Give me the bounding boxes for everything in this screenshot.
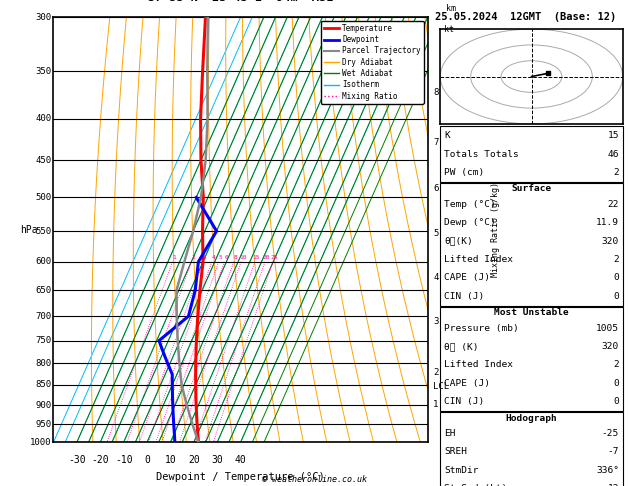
Text: 1: 1 [172,255,176,260]
Text: 4: 4 [433,274,438,282]
Text: -30: -30 [68,455,86,465]
Text: EH: EH [444,429,455,438]
Text: -20: -20 [91,455,109,465]
Text: Totals Totals: Totals Totals [444,150,519,158]
Text: 6: 6 [433,184,438,193]
Text: 37°53'N  23°43'E  94m  ASL: 37°53'N 23°43'E 94m ASL [148,0,333,4]
Text: 10: 10 [239,255,247,260]
Text: 2: 2 [613,168,619,177]
Text: 3: 3 [433,317,438,326]
Text: 550: 550 [35,226,51,236]
Text: Temp (°C): Temp (°C) [444,200,496,208]
Text: StmDir: StmDir [444,466,479,475]
Text: 6: 6 [224,255,228,260]
Text: © weatheronline.co.uk: © weatheronline.co.uk [262,474,367,484]
Text: Mixing Ratio (g/kg): Mixing Ratio (g/kg) [491,182,499,277]
Text: 1005: 1005 [596,324,619,332]
Text: 0: 0 [613,292,619,301]
Text: 750: 750 [35,336,51,345]
Text: 15: 15 [253,255,260,260]
Text: CIN (J): CIN (J) [444,398,484,406]
Text: 3: 3 [203,255,207,260]
Text: 500: 500 [35,193,51,202]
Text: 450: 450 [35,156,51,165]
Text: 350: 350 [35,67,51,76]
Text: 2: 2 [613,255,619,264]
Text: 20: 20 [188,455,199,465]
Text: 336°: 336° [596,466,619,475]
Text: 46: 46 [608,150,619,158]
Text: CIN (J): CIN (J) [444,292,484,301]
Text: 25.05.2024  12GMT  (Base: 12): 25.05.2024 12GMT (Base: 12) [435,12,616,22]
Text: θᴄ(K): θᴄ(K) [444,237,473,245]
Text: 850: 850 [35,381,51,389]
Text: 5: 5 [433,229,438,238]
Text: 650: 650 [35,286,51,295]
Text: θᴄ (K): θᴄ (K) [444,342,479,351]
Text: ASL: ASL [447,30,462,39]
Text: Lifted Index: Lifted Index [444,255,513,264]
Text: Dewp (°C): Dewp (°C) [444,218,496,227]
Text: 300: 300 [35,13,51,21]
Text: -25: -25 [602,429,619,438]
Text: 320: 320 [602,342,619,351]
Text: Pressure (mb): Pressure (mb) [444,324,519,332]
Text: 7: 7 [433,138,438,147]
Text: 320: 320 [602,237,619,245]
Text: 950: 950 [35,419,51,429]
Text: 2: 2 [191,255,195,260]
Text: 800: 800 [35,359,51,368]
Text: 0: 0 [144,455,150,465]
Text: -10: -10 [115,455,133,465]
Text: 900: 900 [35,400,51,410]
Text: 2: 2 [613,361,619,369]
Text: 2: 2 [433,368,438,377]
Text: 0: 0 [613,379,619,388]
Text: K: K [444,131,450,140]
Text: Dewpoint / Temperature (°C): Dewpoint / Temperature (°C) [156,472,325,482]
Text: 0: 0 [613,274,619,282]
Text: 15: 15 [608,131,619,140]
Text: 30: 30 [211,455,223,465]
Text: 20: 20 [263,255,270,260]
Text: CAPE (J): CAPE (J) [444,379,490,388]
Text: 0: 0 [613,398,619,406]
Text: LCL: LCL [433,382,450,391]
Text: SREH: SREH [444,448,467,456]
Text: Surface: Surface [511,184,552,193]
Text: 22: 22 [608,200,619,208]
Text: 11.9: 11.9 [596,218,619,227]
Text: 400: 400 [35,114,51,123]
Text: -7: -7 [608,448,619,456]
Text: CAPE (J): CAPE (J) [444,274,490,282]
Text: hPa: hPa [20,225,38,235]
Text: StmSpd (kt): StmSpd (kt) [444,485,508,486]
Legend: Temperature, Dewpoint, Parcel Trajectory, Dry Adiabat, Wet Adiabat, Isotherm, Mi: Temperature, Dewpoint, Parcel Trajectory… [321,21,424,104]
Text: Lifted Index: Lifted Index [444,361,513,369]
Text: 700: 700 [35,312,51,321]
Text: 4: 4 [211,255,215,260]
Text: Most Unstable: Most Unstable [494,308,569,317]
Text: PW (cm): PW (cm) [444,168,484,177]
Text: 10: 10 [165,455,176,465]
Text: 5: 5 [218,255,222,260]
Text: 600: 600 [35,257,51,266]
Text: 8: 8 [433,88,438,98]
Text: Hodograph: Hodograph [506,414,557,423]
Text: 25: 25 [270,255,278,260]
Text: 40: 40 [235,455,247,465]
Text: 12: 12 [608,485,619,486]
Text: 1: 1 [433,400,438,409]
Text: 1000: 1000 [30,438,51,447]
Text: 8: 8 [233,255,237,260]
Text: kt: kt [444,25,454,35]
Text: km: km [447,4,457,13]
